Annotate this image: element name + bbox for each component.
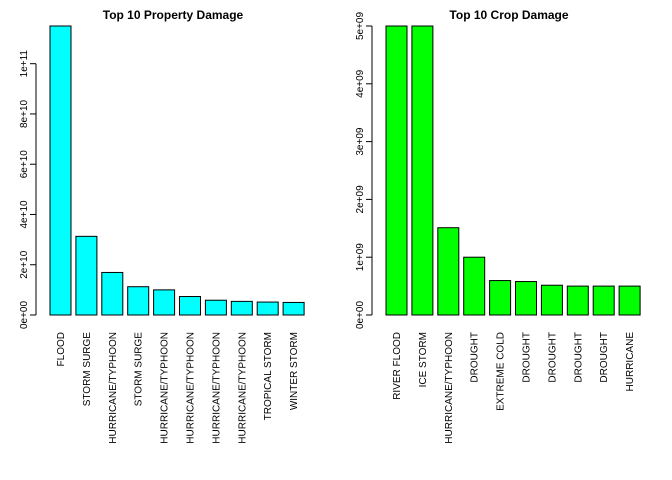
x-tick-label: WINTER STORM bbox=[289, 332, 300, 410]
x-tick-label: HURRICANE/TYPHOON bbox=[237, 332, 248, 444]
y-tick-label: 2e+10 bbox=[19, 250, 30, 279]
x-tick-label: STORM SURGE bbox=[82, 332, 93, 407]
bar bbox=[153, 289, 176, 316]
bar bbox=[101, 271, 124, 316]
bar bbox=[204, 299, 227, 316]
x-tick-label: HURRICANE/TYPHOON bbox=[444, 332, 455, 444]
bar bbox=[566, 285, 589, 316]
y-tick-label: 0e+00 bbox=[19, 301, 30, 330]
bar bbox=[618, 285, 641, 316]
x-tick-label: TROPICAL STORM bbox=[263, 332, 274, 420]
x-tick-label: DROUGHT bbox=[522, 332, 533, 383]
category-labels: FLOOD STORM SURGE HURRICANE/TYPHOON STORM S… bbox=[56, 332, 300, 444]
y-tick-label: 2e+09 bbox=[355, 185, 366, 214]
x-tick-label: FLOOD bbox=[56, 332, 67, 366]
bar bbox=[230, 300, 253, 316]
x-tick-label: DROUGHT bbox=[470, 332, 481, 383]
property-damage-chart: Top 10 Property Damage 0e+00 2e+10 4e+10 6e… bbox=[19, 8, 305, 444]
y-tick-label: 4e+10 bbox=[19, 200, 30, 229]
bar bbox=[437, 227, 460, 316]
bar bbox=[411, 25, 434, 316]
bar bbox=[75, 235, 98, 316]
bar bbox=[515, 281, 537, 316]
y-tick-label: 1e+09 bbox=[355, 243, 366, 272]
x-tick-label: DROUGHT bbox=[599, 332, 610, 383]
y-tick-label: 6e+10 bbox=[19, 150, 30, 179]
bar bbox=[540, 284, 563, 316]
bar bbox=[385, 25, 408, 316]
y-axis: 0e+00 2e+10 4e+10 6e+10 8e+10 1e+11 bbox=[19, 50, 37, 330]
y-axis: 0e+00 1e+09 2e+09 3e+09 4e+09 5e+09 bbox=[355, 12, 373, 330]
bars bbox=[385, 25, 641, 316]
x-tick-label: ICE STORM bbox=[418, 332, 429, 387]
bar bbox=[463, 256, 486, 316]
crop-damage-chart: Top 10 Crop Damage 0e+00 1e+09 2e+09 3e+09 4… bbox=[355, 8, 641, 444]
chart-title: Top 10 Property Damage bbox=[103, 8, 244, 22]
y-tick-label: 0e+00 bbox=[355, 301, 366, 330]
x-tick-label: RIVER FLOOD bbox=[392, 332, 403, 400]
y-tick-label: 4e+09 bbox=[355, 69, 366, 98]
chart-title: Top 10 Crop Damage bbox=[449, 8, 568, 22]
y-tick-label: 8e+10 bbox=[19, 99, 30, 128]
y-tick-label: 1e+11 bbox=[19, 50, 30, 78]
category-labels: RIVER FLOOD ICE STORM HURRICANE/TYPHOON DRO… bbox=[392, 332, 636, 444]
bar bbox=[489, 280, 512, 316]
bar bbox=[256, 301, 279, 316]
bar bbox=[127, 286, 150, 316]
x-tick-label: HURRICANE/TYPHOON bbox=[160, 332, 171, 444]
bar bbox=[179, 296, 201, 316]
x-tick-label: DROUGHT bbox=[573, 332, 584, 383]
x-tick-label: HURRICANE/TYPHOON bbox=[108, 332, 119, 444]
y-tick-label: 3e+09 bbox=[355, 127, 366, 156]
x-tick-label: STORM SURGE bbox=[134, 332, 145, 407]
bar bbox=[592, 285, 615, 316]
bar bbox=[282, 301, 305, 316]
x-tick-label: HURRICANE/TYPHOON bbox=[211, 332, 222, 444]
x-tick-label: EXTREME COLD bbox=[496, 332, 507, 411]
bars bbox=[49, 25, 305, 316]
x-tick-label: HURRICANE/TYPHOON bbox=[186, 332, 197, 444]
bar bbox=[49, 25, 72, 316]
x-tick-label: DROUGHT bbox=[547, 332, 558, 383]
y-tick-label: 5e+09 bbox=[355, 12, 366, 41]
x-tick-label: HURRICANE bbox=[625, 332, 636, 392]
